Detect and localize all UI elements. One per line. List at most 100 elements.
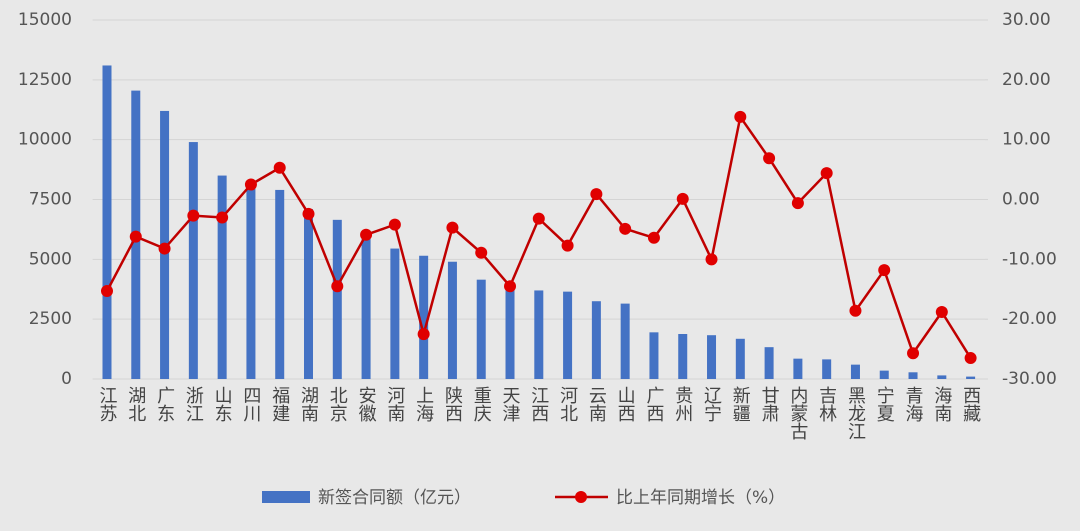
x-tick-label: 湖北: [125, 386, 146, 422]
marker: [590, 188, 603, 201]
x-tick-label: 天津: [500, 386, 521, 422]
y2-tick-label: -20.00: [1002, 309, 1057, 329]
bar: [735, 338, 745, 379]
marker: [791, 197, 804, 210]
x-tick-label: 黑龙江: [845, 386, 866, 440]
x-tick-label: 福建: [269, 386, 290, 422]
bar: [332, 219, 342, 379]
x-tick-label: 海南: [931, 386, 952, 422]
x-tick-label: 浙江: [183, 386, 204, 422]
y-tick-label: 10000: [18, 130, 72, 150]
bar: [275, 189, 285, 379]
marker: [878, 264, 891, 277]
marker: [964, 352, 977, 365]
marker: [216, 211, 229, 224]
marker: [849, 304, 862, 317]
marker: [388, 218, 401, 231]
marker: [302, 207, 315, 220]
bar: [217, 175, 227, 379]
bar: [793, 358, 803, 379]
marker: [705, 253, 718, 266]
bar: [966, 376, 976, 379]
x-tick-label: 贵州: [672, 386, 693, 422]
marker: [446, 221, 459, 234]
marker: [331, 280, 344, 293]
y2-tick-label: 30.00: [1002, 10, 1051, 30]
marker: [907, 347, 920, 360]
bar: [678, 334, 688, 379]
x-tick-label: 江苏: [96, 386, 117, 422]
y2-tick-label: 20.00: [1002, 70, 1051, 90]
bar: [390, 248, 400, 379]
bar: [591, 301, 601, 379]
x-tick-label: 辽宁: [701, 386, 722, 422]
x-tick-label: 江西: [528, 386, 549, 422]
x-tick-label: 北京: [327, 386, 348, 423]
marker: [820, 167, 833, 180]
x-tick-label: 甘肃: [759, 386, 780, 422]
y-tick-label: 7500: [29, 190, 72, 210]
bar: [937, 375, 947, 379]
bar: [707, 335, 717, 379]
x-tick-label: 山西: [615, 386, 636, 422]
bar: [361, 233, 371, 379]
y-tick-label: 2500: [29, 309, 72, 329]
x-tick-label: 重庆: [471, 386, 492, 422]
marker: [129, 230, 142, 243]
legend-label: 比上年同期增长（%）: [616, 488, 785, 508]
marker: [417, 328, 430, 341]
bar: [505, 285, 515, 379]
x-tick-label: 青海: [903, 386, 924, 422]
bar: [822, 359, 832, 379]
marker: [532, 212, 545, 225]
x-tick-label: 内蒙古: [787, 386, 808, 440]
bar: [649, 332, 659, 379]
legend-swatch: [575, 491, 587, 503]
bar: [447, 261, 457, 379]
x-tick-label: 宁夏: [874, 386, 895, 422]
marker: [935, 305, 948, 318]
marker: [676, 192, 689, 205]
bar: [534, 290, 544, 379]
marker: [100, 285, 113, 298]
y-tick-label: 15000: [18, 10, 72, 30]
marker: [619, 222, 632, 235]
y-tick-label: 5000: [29, 249, 72, 269]
x-tick-label: 山东: [212, 386, 233, 422]
bar: [188, 142, 198, 379]
bar: [850, 364, 860, 379]
bar: [620, 303, 630, 379]
marker: [273, 161, 286, 174]
bar: [419, 255, 429, 379]
x-tick-label: 广西: [643, 386, 664, 422]
marker: [475, 246, 488, 259]
y-tick-label: 12500: [18, 70, 72, 90]
marker: [360, 228, 373, 241]
bar: [563, 291, 573, 379]
y-tick-label: 0: [61, 369, 72, 389]
x-tick-label: 安徽: [356, 386, 377, 422]
bar: [476, 279, 486, 379]
x-tick-label: 上海: [413, 386, 434, 422]
bar: [246, 185, 256, 379]
marker: [187, 209, 200, 222]
x-tick-label: 四川: [240, 386, 261, 422]
x-tick-label: 河南: [384, 386, 405, 422]
y2-tick-label: 10.00: [1002, 130, 1051, 150]
x-tick-label: 西藏: [960, 386, 981, 423]
bar: [764, 347, 774, 379]
bar: [908, 372, 918, 379]
bar: [879, 370, 889, 379]
marker: [504, 280, 517, 293]
marker: [734, 110, 747, 123]
legend-swatch: [262, 491, 310, 503]
x-tick-label: 河北: [557, 386, 578, 422]
marker: [763, 152, 776, 165]
x-tick-label: 湖南: [298, 386, 319, 422]
bar: [304, 209, 314, 379]
marker: [647, 231, 660, 244]
y2-tick-label: -10.00: [1002, 249, 1057, 269]
y2-tick-label: -30.00: [1002, 369, 1057, 389]
